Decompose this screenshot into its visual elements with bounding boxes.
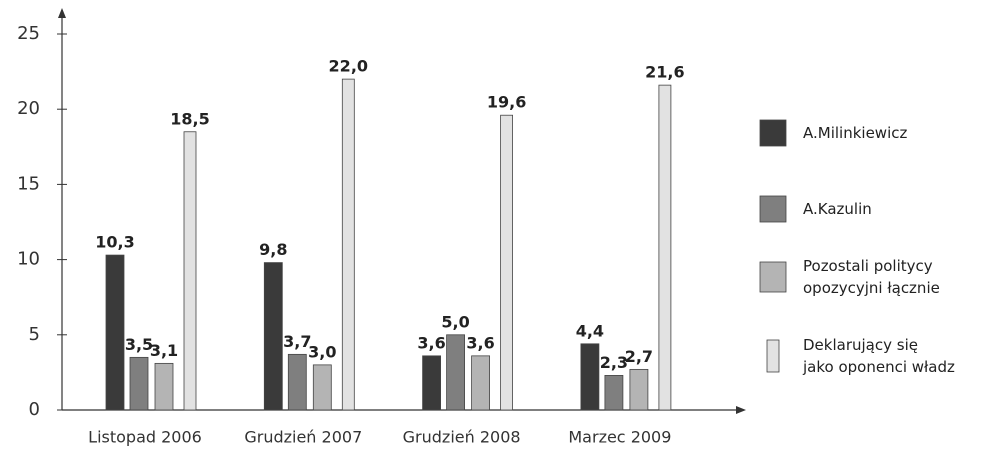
value-label: 9,8 — [259, 240, 287, 259]
legend-swatch — [759, 119, 787, 147]
value-label: 2,7 — [625, 347, 653, 366]
value-label: 22,0 — [329, 57, 368, 76]
value-label: 3,0 — [308, 342, 336, 361]
legend-swatch — [759, 261, 787, 293]
value-label: 3,1 — [150, 341, 178, 360]
value-label: 21,6 — [645, 63, 684, 82]
legend-label: A.Milinkiewicz — [803, 124, 907, 142]
legend-label: Deklarujący się jako oponenci władz — [802, 336, 955, 376]
value-label: 3,6 — [466, 333, 494, 352]
x-tick-label: Grudzień 2007 — [244, 428, 362, 447]
x-tick-label: Listopad 2006 — [88, 428, 202, 447]
y-tick-label: 15 — [17, 173, 40, 194]
x-axis-arrow — [736, 406, 746, 414]
bar — [471, 355, 491, 411]
value-label: 19,6 — [487, 93, 526, 112]
y-axis-arrow — [58, 8, 66, 18]
bar — [422, 355, 442, 411]
value-label: 4,4 — [576, 321, 604, 340]
legend-swatch — [759, 195, 787, 223]
y-tick-label: 0 — [29, 399, 40, 420]
bar — [287, 353, 307, 411]
bar — [341, 78, 355, 411]
y-tick-label: 25 — [17, 23, 40, 44]
value-label: 3,7 — [283, 332, 311, 351]
value-label: 3,5 — [125, 335, 153, 354]
y-tick-label: 20 — [17, 98, 40, 119]
bar — [129, 356, 149, 411]
value-label: 2,3 — [600, 353, 628, 372]
bar — [629, 368, 649, 411]
bar — [500, 114, 514, 411]
legend-label: Pozostali politycy opozycyjni łącznie — [803, 257, 940, 297]
bar — [580, 343, 600, 411]
x-tick-label: Grudzień 2008 — [403, 428, 521, 447]
bar — [154, 362, 174, 411]
value-label: 3,6 — [417, 333, 445, 352]
value-label: 18,5 — [170, 109, 209, 128]
bar — [604, 375, 624, 411]
bar — [263, 262, 283, 411]
legend-swatch — [766, 339, 780, 373]
legend-label: A.Kazulin — [803, 200, 872, 218]
value-label: 10,3 — [95, 233, 134, 252]
bar — [312, 364, 332, 411]
bar — [446, 334, 466, 411]
value-label: 5,0 — [441, 312, 469, 331]
bar — [105, 254, 125, 411]
y-tick-label: 10 — [17, 249, 40, 270]
x-tick-label: Marzec 2009 — [568, 428, 671, 447]
bar — [183, 131, 197, 411]
y-tick-label: 5 — [29, 324, 40, 345]
bar — [658, 84, 672, 411]
